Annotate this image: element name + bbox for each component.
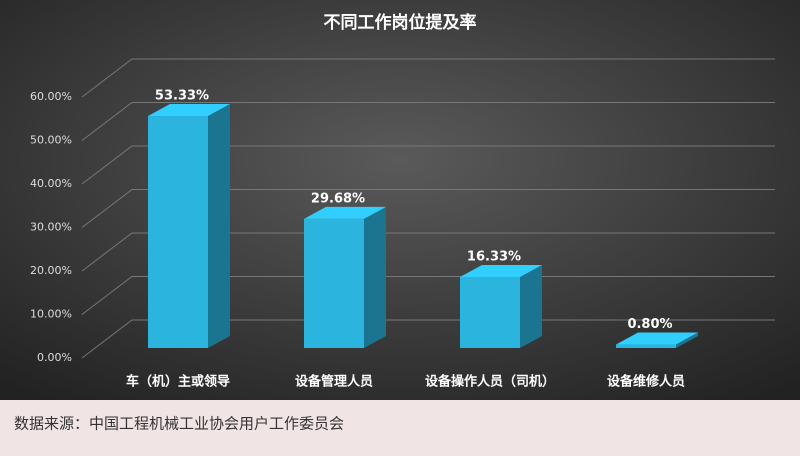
y-tick-label: 60.00%: [30, 90, 72, 103]
y-tick-label: 20.00%: [30, 264, 72, 277]
bar-side: [676, 332, 698, 348]
bar-top: [304, 206, 386, 219]
value-label: 53.33%: [155, 89, 209, 104]
x-tick-label: 车（机）主或领导: [126, 374, 230, 390]
y-tick-label: 50.00%: [30, 134, 72, 147]
y-tick-label: 0.00%: [37, 351, 72, 364]
chart-title: 不同工作岗位提及率: [324, 12, 477, 33]
footer-background: [0, 400, 800, 456]
bar: [148, 116, 208, 349]
y-tick-label: 40.00%: [30, 177, 72, 190]
grid-line: [81, 58, 775, 98]
bar: [616, 344, 676, 348]
source-note: 数据来源：中国工程机械工业协会用户工作委员会: [14, 415, 344, 433]
x-tick-label: 设备维修人员: [607, 374, 685, 390]
bar-top: [460, 264, 542, 277]
grid-line: [81, 319, 775, 359]
bar: [304, 218, 364, 348]
x-tick-label: 设备操作人员（司机）: [425, 374, 555, 390]
grid-line: [81, 189, 775, 228]
value-label: 0.80%: [627, 317, 672, 332]
y-tick-label: 10.00%: [30, 308, 72, 321]
bar: [460, 276, 520, 348]
bar-side: [364, 206, 386, 348]
y-tick-label: 30.00%: [30, 221, 72, 234]
grid-line: [81, 276, 775, 315]
grid-line: [81, 232, 775, 272]
grid-line: [81, 102, 775, 141]
bar-side: [208, 104, 230, 349]
value-label: 29.68%: [311, 191, 365, 206]
bar-side: [520, 264, 542, 348]
grid-line: [81, 145, 775, 185]
value-label: 16.33%: [467, 249, 521, 264]
bar-top: [148, 104, 230, 117]
x-tick-label: 设备管理人员: [295, 374, 373, 390]
bar-top: [616, 332, 698, 345]
